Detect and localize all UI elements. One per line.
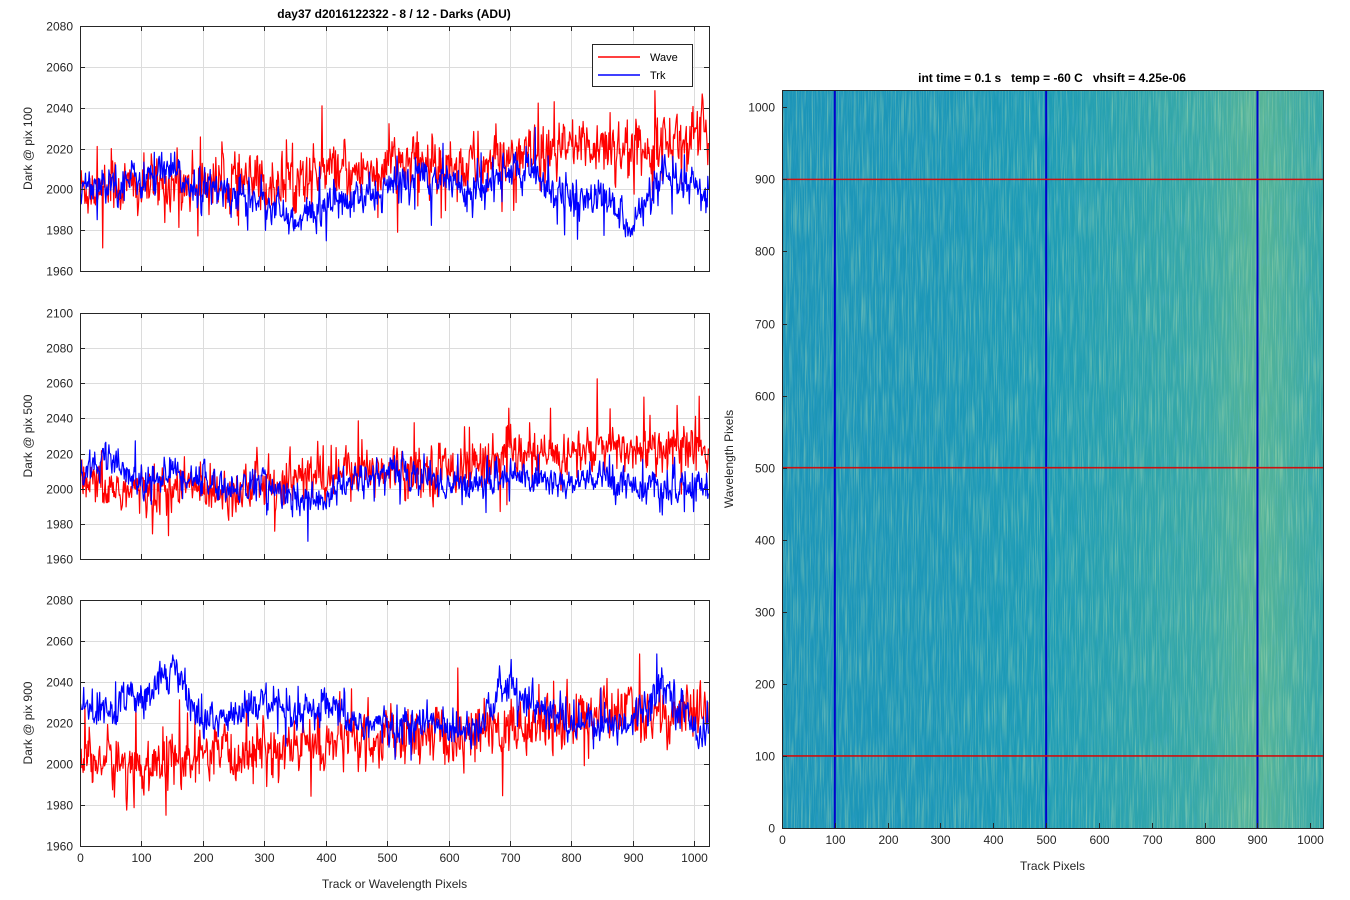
- panel2-xticks: [80, 313, 695, 559]
- ytick-label: 1980: [46, 799, 73, 813]
- panel1-legend: Wave Trk: [592, 44, 693, 87]
- panel1-ylabel: Dark @ pix 100: [21, 107, 35, 190]
- ytick-label: 2000: [46, 483, 73, 497]
- heatmap-xticks: 0 100 200 300 400 500 600 700 800 900 1000: [779, 823, 1324, 847]
- xtick-label: 200: [878, 833, 898, 847]
- panel3-xlabel: Track or Wavelength Pixels: [322, 877, 467, 891]
- panel3-xticks: 0 100 200 300 400 500 600 700 800 900 1000: [77, 600, 708, 865]
- heatmap-axes-box: [782, 90, 1324, 829]
- ytick-label: 2020: [46, 143, 73, 157]
- panel-dark-image: int time = 0.1 s temp = -60 C vhsift = 4…: [722, 71, 1324, 873]
- xtick-label: 100: [825, 833, 845, 847]
- ytick-label: 2040: [46, 412, 73, 426]
- panel-pix-500: 1960 1980 2000 2020 2040 2060 2080 2100 Dark @ …: [21, 307, 710, 567]
- xtick-label: 1000: [681, 851, 708, 865]
- ytick-label: 2020: [46, 717, 73, 731]
- ytick-label: 2060: [46, 61, 73, 75]
- ytick-label: 2080: [46, 20, 73, 34]
- xtick-label: 0: [779, 833, 786, 847]
- ytick-label: 100: [755, 750, 775, 764]
- ytick-label: 700: [755, 318, 775, 332]
- legend-wave-label: Wave: [650, 52, 678, 64]
- ytick-label: 0: [768, 822, 775, 836]
- ytick-label: 1980: [46, 224, 73, 238]
- ytick-label: 2000: [46, 758, 73, 772]
- panel1-plot-area: [80, 90, 709, 249]
- panel2-yticks: 1960 1980 2000 2020 2040 2060 2080 2100: [46, 307, 709, 567]
- ytick-label: 600: [755, 390, 775, 404]
- panel3-ylabel: Dark @ pix 900: [21, 681, 35, 764]
- ytick-label: 2060: [46, 635, 73, 649]
- panel2-series: [80, 378, 709, 542]
- ytick-label: 2080: [46, 342, 73, 356]
- panel3-plot-area: [80, 653, 709, 816]
- series-trk-line: [80, 653, 709, 761]
- panel3-yticks: 1960 1980 2000 2020 2040 2060 2080: [46, 594, 709, 854]
- xtick-label: 300: [930, 833, 950, 847]
- xtick-label: 800: [1195, 833, 1215, 847]
- xtick-label: 900: [623, 851, 643, 865]
- xtick-label: 100: [131, 851, 151, 865]
- xtick-label: 700: [1142, 833, 1162, 847]
- ytick-label: 300: [755, 606, 775, 620]
- legend-trk-label: Trk: [650, 70, 666, 82]
- xtick-label: 600: [1089, 833, 1109, 847]
- xtick-label: 800: [561, 851, 581, 865]
- heatmap-yticks: 0 100 200 300 400 500 600 700 800 900 1000: [748, 101, 787, 836]
- ytick-label: 2000: [46, 183, 73, 197]
- panel1-yticks: 1960 1980 2000 2020 2040 2060 2080: [46, 20, 709, 279]
- ytick-label: 2040: [46, 102, 73, 116]
- xtick-label: 200: [193, 851, 213, 865]
- xtick-label: 900: [1247, 833, 1267, 847]
- panel-pix-900: 1960 1980 2000 2020 2040 2060 2080 0 100 200 300 4…: [21, 594, 710, 891]
- heatmap-ylabel: Wavelength Pixels: [722, 410, 736, 508]
- ytick-label: 2020: [46, 448, 73, 462]
- ytick-label: 900: [755, 173, 775, 187]
- xtick-label: 1000: [1297, 833, 1324, 847]
- ytick-label: 200: [755, 678, 775, 692]
- ytick-label: 400: [755, 534, 775, 548]
- ytick-label: 1000: [748, 101, 775, 115]
- ytick-label: 2060: [46, 377, 73, 391]
- xtick-label: 700: [500, 851, 520, 865]
- xtick-label: 600: [439, 851, 459, 865]
- ytick-label: 1960: [46, 840, 73, 854]
- ytick-label: 1960: [46, 265, 73, 279]
- heatmap-noise-high: [782, 90, 1323, 828]
- xtick-label: 300: [254, 851, 274, 865]
- heatmap-image-area: [782, 90, 1323, 828]
- legend-box: [592, 44, 693, 87]
- panel1-series: [80, 90, 709, 249]
- xtick-label: 500: [377, 851, 397, 865]
- ytick-label: 800: [755, 245, 775, 259]
- ytick-label: 500: [755, 462, 775, 476]
- ytick-label: 2040: [46, 676, 73, 690]
- ytick-label: 1960: [46, 553, 73, 567]
- ytick-label: 1980: [46, 518, 73, 532]
- ytick-label: 2080: [46, 594, 73, 608]
- heatmap-xlabel: Track Pixels: [1020, 859, 1085, 873]
- xtick-label: 500: [1036, 833, 1056, 847]
- xtick-label: 400: [316, 851, 336, 865]
- series-trk-line: [80, 126, 709, 242]
- xtick-label: 0: [77, 851, 84, 865]
- heatmap-overlay-lines: [782, 90, 1323, 828]
- xtick-label: 400: [983, 833, 1003, 847]
- panel-pix-100: day37 d2016122322 - 8 / 12 - Darks (ADU)…: [21, 7, 710, 279]
- panel3-series: [80, 653, 709, 816]
- panel2-ylabel: Dark @ pix 500: [21, 394, 35, 477]
- panel1-title: day37 d2016122322 - 8 / 12 - Darks (ADU): [277, 7, 510, 21]
- series-trk-line: [80, 440, 709, 542]
- heatmap-title: int time = 0.1 s temp = -60 C vhsift = 4…: [918, 71, 1186, 85]
- panel2-plot-area: [80, 378, 709, 542]
- panel1-xticks: [80, 26, 695, 271]
- panel2-axes-box: [80, 313, 710, 560]
- ytick-label: 2100: [46, 307, 73, 321]
